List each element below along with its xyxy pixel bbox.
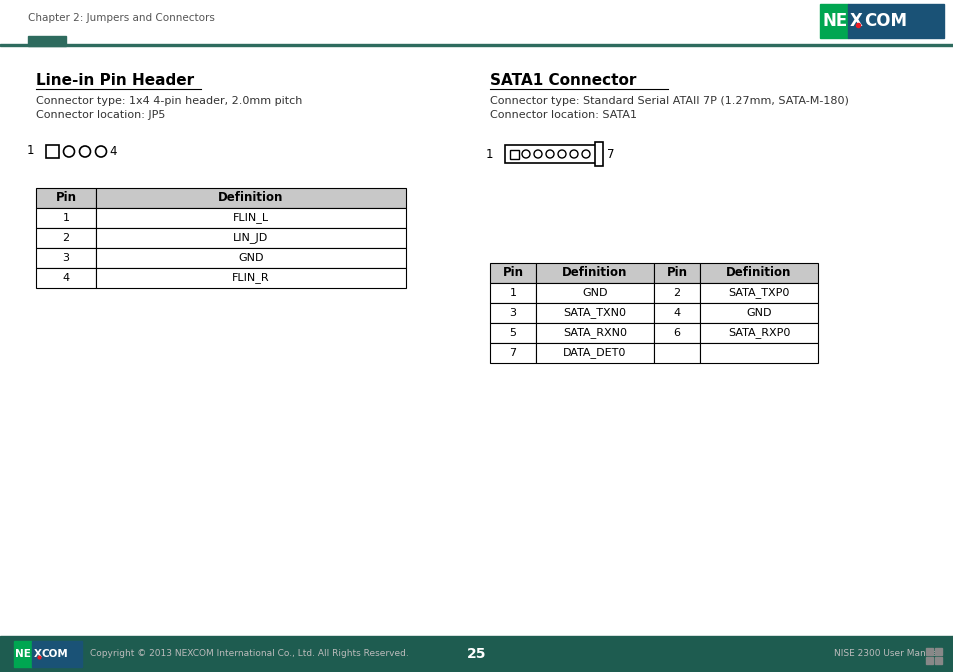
Text: 1: 1 (485, 149, 493, 161)
Text: Line-in Pin Header: Line-in Pin Header (36, 73, 193, 88)
Bar (654, 323, 700, 343)
Text: SATA_TXP0: SATA_TXP0 (727, 288, 789, 298)
Text: 6: 6 (673, 328, 679, 338)
Text: Connector type: Standard Serial ATAII 7P (1.27mm, SATA-M-180): Connector type: Standard Serial ATAII 7P… (490, 96, 848, 106)
Text: Connector type: 1x4 4-pin header, 2.0mm pitch: Connector type: 1x4 4-pin header, 2.0mm … (36, 96, 302, 106)
Text: 3: 3 (509, 308, 516, 318)
Bar (700, 303, 817, 323)
Text: 7: 7 (606, 147, 614, 161)
Text: FLIN_R: FLIN_R (232, 273, 270, 284)
Bar (32, 641, 82, 667)
Bar (934, 648, 941, 655)
Text: Definition: Definition (218, 192, 283, 204)
Text: Definition: Definition (561, 267, 627, 280)
Text: GND: GND (238, 253, 263, 263)
Text: 25: 25 (467, 647, 486, 661)
Bar (0, 636, 953, 672)
Bar (36, 248, 96, 268)
Bar (595, 142, 602, 166)
Text: X: X (34, 649, 42, 659)
Text: Definition: Definition (725, 267, 791, 280)
Bar (490, 263, 536, 283)
Bar (36, 228, 96, 248)
Bar (934, 657, 941, 664)
Bar (847, 4, 943, 38)
Bar (490, 283, 536, 303)
Bar (654, 303, 700, 323)
Bar (96, 268, 406, 288)
Bar (925, 648, 932, 655)
Text: Connector location: SATA1: Connector location: SATA1 (490, 110, 637, 120)
Text: SATA_TXN0: SATA_TXN0 (563, 308, 626, 319)
Text: SATA_RXN0: SATA_RXN0 (562, 327, 626, 339)
Text: NE: NE (15, 649, 30, 659)
Text: GND: GND (745, 308, 771, 318)
Text: NISE 2300 User Manual: NISE 2300 User Manual (834, 650, 939, 659)
Bar (28, 36, 66, 46)
Bar (96, 248, 406, 268)
Bar (14, 641, 32, 667)
Text: 5: 5 (509, 328, 516, 338)
Bar (700, 283, 817, 303)
Text: Connector location: JP5: Connector location: JP5 (36, 110, 165, 120)
Bar (700, 263, 817, 283)
Text: Copyright © 2013 NEXCOM International Co., Ltd. All Rights Reserved.: Copyright © 2013 NEXCOM International Co… (90, 650, 408, 659)
Bar (654, 283, 700, 303)
Bar (490, 303, 536, 323)
Bar (490, 343, 536, 363)
Bar (536, 283, 654, 303)
Circle shape (79, 146, 91, 157)
Text: 4: 4 (62, 273, 70, 283)
Text: Pin: Pin (666, 267, 687, 280)
Text: 4: 4 (110, 145, 117, 158)
Bar (510, 149, 518, 159)
Circle shape (64, 146, 74, 157)
Bar (0, 44, 953, 46)
Text: 7: 7 (509, 348, 516, 358)
Text: 1: 1 (63, 213, 70, 223)
Text: COM: COM (863, 12, 906, 30)
Text: Pin: Pin (55, 192, 76, 204)
Text: GND: GND (581, 288, 607, 298)
Text: 1: 1 (509, 288, 516, 298)
Bar (536, 303, 654, 323)
Text: Chapter 2: Jumpers and Connectors: Chapter 2: Jumpers and Connectors (28, 13, 214, 23)
Bar (654, 343, 700, 363)
Bar (820, 4, 847, 38)
Bar (536, 263, 654, 283)
Text: 2: 2 (62, 233, 70, 243)
Text: DATA_DET0: DATA_DET0 (562, 347, 626, 358)
Text: X: X (849, 12, 862, 30)
Bar (700, 343, 817, 363)
Text: FLIN_L: FLIN_L (233, 212, 269, 224)
Text: SATA_RXP0: SATA_RXP0 (727, 327, 789, 339)
Text: 4: 4 (673, 308, 679, 318)
Bar (96, 208, 406, 228)
Text: 1: 1 (27, 144, 34, 157)
Bar (36, 208, 96, 228)
Bar (536, 323, 654, 343)
Text: SATA1 Connector: SATA1 Connector (490, 73, 636, 88)
Text: COM: COM (42, 649, 69, 659)
Text: LIN_JD: LIN_JD (233, 233, 269, 243)
Circle shape (95, 146, 107, 157)
Text: 2: 2 (673, 288, 679, 298)
Bar (504, 145, 597, 163)
Text: NE: NE (822, 12, 847, 30)
Bar (46, 145, 59, 158)
Bar (36, 188, 96, 208)
Text: 3: 3 (63, 253, 70, 263)
Bar (925, 657, 932, 664)
Bar (96, 228, 406, 248)
Bar (700, 323, 817, 343)
Bar (654, 263, 700, 283)
Bar (36, 268, 96, 288)
Bar (96, 188, 406, 208)
Bar (536, 343, 654, 363)
Text: Pin: Pin (502, 267, 523, 280)
Bar (490, 323, 536, 343)
